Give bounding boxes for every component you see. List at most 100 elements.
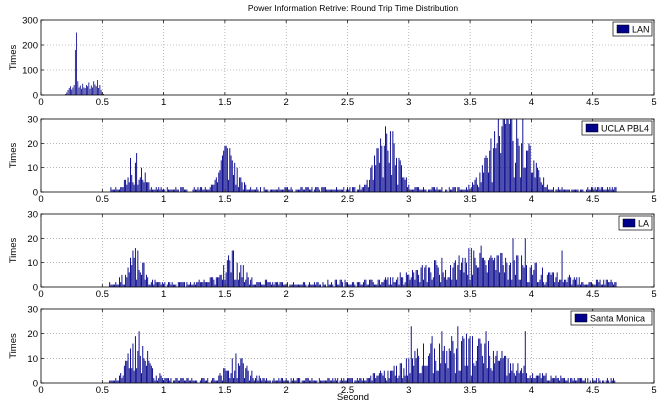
bar xyxy=(571,378,572,383)
bar xyxy=(153,378,154,383)
bar xyxy=(432,187,433,192)
bar xyxy=(402,177,403,192)
bar xyxy=(410,373,411,383)
bar xyxy=(395,376,396,383)
bar xyxy=(459,187,460,192)
bar xyxy=(423,187,424,192)
bar xyxy=(473,363,474,383)
bar xyxy=(407,376,408,383)
bar xyxy=(427,366,428,383)
bar xyxy=(258,282,259,287)
x-tick-label: 3 xyxy=(406,194,411,205)
x-tick-label: 0.5 xyxy=(96,289,109,300)
bar xyxy=(492,258,493,287)
bar xyxy=(242,182,243,192)
bar xyxy=(546,373,547,383)
bar xyxy=(197,282,198,287)
bar xyxy=(260,282,261,287)
bar xyxy=(373,282,374,287)
bar xyxy=(235,353,236,383)
bar xyxy=(417,270,418,287)
bar xyxy=(472,275,473,287)
bar xyxy=(477,185,478,192)
bar xyxy=(206,282,207,287)
bar xyxy=(390,371,391,383)
x-tick-label: 3.5 xyxy=(463,289,476,300)
bar xyxy=(475,180,476,192)
bar xyxy=(182,282,183,287)
bar xyxy=(579,378,580,383)
bar xyxy=(563,282,564,287)
bar xyxy=(433,277,434,287)
bar xyxy=(414,187,415,192)
bar xyxy=(516,255,517,287)
bar xyxy=(406,358,407,383)
bar xyxy=(403,368,404,383)
bar xyxy=(191,378,192,383)
bar xyxy=(297,378,298,383)
bar xyxy=(244,182,245,192)
bar xyxy=(614,187,615,192)
bar xyxy=(585,378,586,383)
bar xyxy=(575,280,576,287)
x-tick-label: 1 xyxy=(161,97,166,108)
bar xyxy=(468,248,469,287)
bar xyxy=(139,331,140,383)
bar xyxy=(394,143,395,192)
bar xyxy=(250,376,251,383)
y-tick-label: 20 xyxy=(27,329,38,340)
bar xyxy=(218,277,219,287)
bar xyxy=(483,173,484,192)
bar xyxy=(433,187,434,192)
bar xyxy=(553,187,554,192)
bar xyxy=(381,373,382,383)
bar xyxy=(242,358,243,383)
bar xyxy=(532,173,533,192)
bar xyxy=(524,366,525,383)
bar xyxy=(164,282,165,287)
bar xyxy=(262,378,263,383)
bar xyxy=(352,187,353,192)
bar xyxy=(396,158,397,192)
bar xyxy=(587,187,588,192)
bar xyxy=(532,275,533,287)
legend-label: LAN xyxy=(632,25,650,35)
bar xyxy=(81,89,82,95)
bar xyxy=(487,158,488,192)
bar xyxy=(368,378,369,383)
bar xyxy=(459,255,460,287)
bar xyxy=(384,371,385,383)
bar xyxy=(510,263,511,287)
bar xyxy=(467,275,468,287)
bar xyxy=(367,180,368,192)
bar xyxy=(298,378,299,383)
bar xyxy=(255,378,256,383)
bar xyxy=(70,86,71,95)
bar xyxy=(126,185,127,192)
bar xyxy=(596,280,597,287)
bar xyxy=(229,378,230,383)
bar xyxy=(412,270,413,287)
bar xyxy=(607,378,608,383)
bar xyxy=(227,148,228,192)
bar xyxy=(364,185,365,192)
bar xyxy=(475,366,476,383)
bar xyxy=(388,151,389,192)
bar xyxy=(609,187,610,192)
bar xyxy=(74,85,75,95)
bar xyxy=(482,258,483,287)
bar xyxy=(513,238,514,287)
bar xyxy=(448,368,449,383)
bar xyxy=(316,282,317,287)
bar xyxy=(517,138,518,192)
bar xyxy=(392,277,393,287)
bar xyxy=(430,344,431,383)
bar xyxy=(231,272,232,287)
bar xyxy=(207,282,208,287)
bar xyxy=(484,158,485,192)
bar xyxy=(520,371,521,383)
bar xyxy=(204,280,205,287)
bar xyxy=(421,373,422,383)
bar xyxy=(180,378,181,383)
bar xyxy=(494,258,495,287)
